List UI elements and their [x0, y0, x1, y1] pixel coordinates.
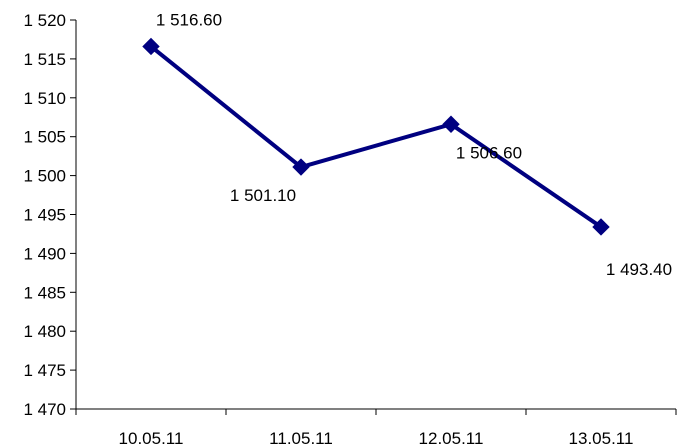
x-tick-label: 11.05.11: [269, 429, 333, 448]
y-tick-label: 1 485: [23, 283, 66, 302]
y-tick-label: 1 480: [23, 322, 66, 341]
y-tick-label: 1 475: [23, 361, 66, 380]
y-tick-label: 1 490: [23, 244, 66, 263]
x-tick-label: 10.05.11: [119, 429, 184, 448]
x-axis: 10.05.11 11.05.11 12.05.11 13.05.11: [75, 408, 677, 448]
y-tick-label: 1 510: [23, 89, 66, 108]
series-group: [142, 37, 610, 236]
series-line: [149, 44, 603, 229]
data-labels: 1 516.60 1 501.10 1 506.60 1 493.40: [156, 10, 672, 278]
y-tick-label: 1 495: [23, 206, 66, 225]
data-label: 1 501.10: [230, 186, 296, 205]
y-tick-label: 1 520: [23, 11, 66, 30]
x-tick-label: 13.05.11: [569, 429, 634, 448]
data-label: 1 506.60: [456, 143, 522, 162]
y-axis: 1 470 1 475 1 480 1 485 1 490 1 495 1 500 1 505…: [23, 11, 77, 419]
y-tick-label: 1 470: [23, 400, 66, 419]
data-label: 1 493.40: [606, 260, 672, 279]
y-tick-label: 1 500: [23, 167, 66, 186]
data-point-marker: [592, 218, 610, 236]
data-label: 1 516.60: [156, 10, 222, 29]
y-tick-label: 1 515: [23, 50, 66, 69]
data-point-marker: [442, 115, 460, 133]
y-tick-label: 1 505: [23, 128, 66, 147]
data-point-marker: [292, 158, 310, 176]
data-point-marker: [142, 37, 160, 56]
x-tick-label: 12.05.11: [419, 429, 484, 448]
